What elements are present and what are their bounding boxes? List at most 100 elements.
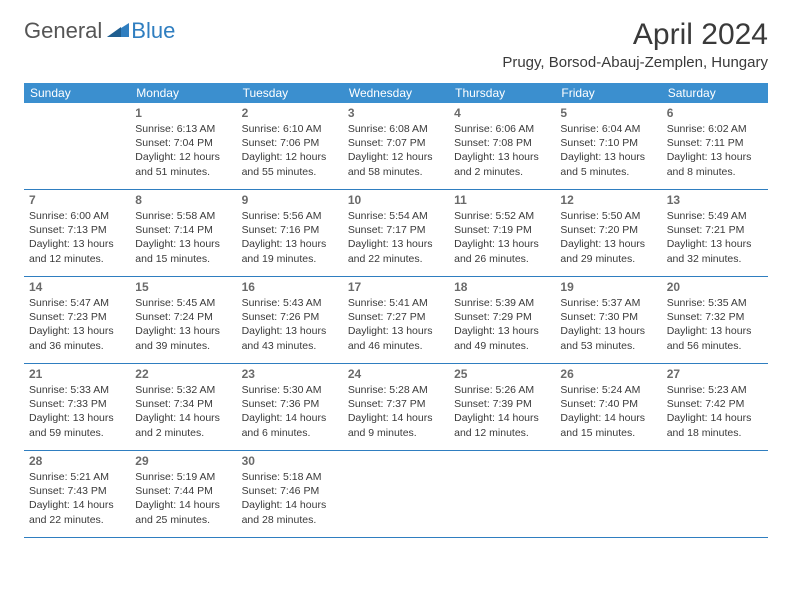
dow-tuesday: Tuesday	[237, 83, 343, 103]
day-info-line: and 25 minutes.	[135, 513, 231, 527]
day-info-line: and 56 minutes.	[667, 339, 763, 353]
day-info-line: and 32 minutes.	[667, 252, 763, 266]
day-info-line: and 8 minutes.	[667, 165, 763, 179]
day-info-line: Daylight: 13 hours	[242, 324, 338, 338]
day-info-line: Sunset: 7:10 PM	[560, 136, 656, 150]
day-cell-28: 28Sunrise: 5:21 AMSunset: 7:43 PMDayligh…	[24, 451, 130, 537]
day-info-line: Sunset: 7:13 PM	[29, 223, 125, 237]
day-info-line: Sunrise: 6:00 AM	[29, 209, 125, 223]
day-number: 4	[454, 106, 550, 120]
day-info-line: Sunrise: 5:32 AM	[135, 383, 231, 397]
day-number: 11	[454, 193, 550, 207]
location-subtitle: Prugy, Borsod-Abauj-Zemplen, Hungary	[502, 54, 768, 71]
day-info-line: Daylight: 13 hours	[560, 150, 656, 164]
day-cell-empty	[343, 451, 449, 537]
day-info-line: and 12 minutes.	[29, 252, 125, 266]
day-number: 23	[242, 367, 338, 381]
day-info-line: and 9 minutes.	[348, 426, 444, 440]
day-info-line: Sunset: 7:11 PM	[667, 136, 763, 150]
day-number: 30	[242, 454, 338, 468]
day-number: 26	[560, 367, 656, 381]
day-info-line: Sunset: 7:42 PM	[667, 397, 763, 411]
day-info-line: Sunset: 7:07 PM	[348, 136, 444, 150]
calendar: SundayMondayTuesdayWednesdayThursdayFrid…	[24, 83, 768, 538]
day-info-line: Sunrise: 6:13 AM	[135, 122, 231, 136]
day-number: 1	[135, 106, 231, 120]
day-info-line: Sunset: 7:21 PM	[667, 223, 763, 237]
day-info-line: Sunset: 7:29 PM	[454, 310, 550, 324]
day-cell-12: 12Sunrise: 5:50 AMSunset: 7:20 PMDayligh…	[555, 190, 661, 276]
day-info-line: Sunrise: 5:26 AM	[454, 383, 550, 397]
day-cell-19: 19Sunrise: 5:37 AMSunset: 7:30 PMDayligh…	[555, 277, 661, 363]
day-info-line: Daylight: 13 hours	[348, 237, 444, 251]
day-info-line: Daylight: 13 hours	[667, 324, 763, 338]
day-number: 3	[348, 106, 444, 120]
day-info-line: and 15 minutes.	[560, 426, 656, 440]
day-cell-empty	[24, 103, 130, 189]
day-info-line: Sunset: 7:44 PM	[135, 484, 231, 498]
day-number: 28	[29, 454, 125, 468]
day-info-line: and 58 minutes.	[348, 165, 444, 179]
day-info-line: Daylight: 13 hours	[135, 237, 231, 251]
day-info-line: Daylight: 12 hours	[135, 150, 231, 164]
day-cell-empty	[449, 451, 555, 537]
day-info-line: Sunset: 7:46 PM	[242, 484, 338, 498]
day-number: 5	[560, 106, 656, 120]
day-number: 13	[667, 193, 763, 207]
day-info-line: Sunset: 7:19 PM	[454, 223, 550, 237]
day-info-line: Sunrise: 5:37 AM	[560, 296, 656, 310]
day-info-line: Daylight: 13 hours	[560, 324, 656, 338]
day-info-line: Sunrise: 6:08 AM	[348, 122, 444, 136]
day-info-line: Sunrise: 6:02 AM	[667, 122, 763, 136]
week-row: 14Sunrise: 5:47 AMSunset: 7:23 PMDayligh…	[24, 277, 768, 364]
day-info-line: Sunrise: 5:21 AM	[29, 470, 125, 484]
day-info-line: Sunrise: 5:54 AM	[348, 209, 444, 223]
day-info-line: and 6 minutes.	[242, 426, 338, 440]
day-info-line: Sunrise: 5:19 AM	[135, 470, 231, 484]
day-info-line: Sunset: 7:37 PM	[348, 397, 444, 411]
day-cell-24: 24Sunrise: 5:28 AMSunset: 7:37 PMDayligh…	[343, 364, 449, 450]
day-number: 24	[348, 367, 444, 381]
day-info-line: and 46 minutes.	[348, 339, 444, 353]
day-info-line: and 15 minutes.	[135, 252, 231, 266]
title-block: April 2024 Prugy, Borsod-Abauj-Zemplen, …	[502, 18, 768, 71]
day-cell-26: 26Sunrise: 5:24 AMSunset: 7:40 PMDayligh…	[555, 364, 661, 450]
day-info-line: Sunset: 7:06 PM	[242, 136, 338, 150]
day-info-line: and 12 minutes.	[454, 426, 550, 440]
day-cell-22: 22Sunrise: 5:32 AMSunset: 7:34 PMDayligh…	[130, 364, 236, 450]
day-info-line: Sunset: 7:33 PM	[29, 397, 125, 411]
day-info-line: and 26 minutes.	[454, 252, 550, 266]
day-number: 20	[667, 280, 763, 294]
day-info-line: Sunset: 7:34 PM	[135, 397, 231, 411]
day-info-line: Sunset: 7:40 PM	[560, 397, 656, 411]
day-info-line: Sunrise: 5:43 AM	[242, 296, 338, 310]
day-info-line: Sunset: 7:20 PM	[560, 223, 656, 237]
day-info-line: Sunrise: 5:28 AM	[348, 383, 444, 397]
day-info-line: Daylight: 13 hours	[29, 411, 125, 425]
day-info-line: Daylight: 14 hours	[454, 411, 550, 425]
day-info-line: Daylight: 14 hours	[560, 411, 656, 425]
month-title: April 2024	[502, 18, 768, 52]
day-info-line: Daylight: 14 hours	[667, 411, 763, 425]
day-cell-3: 3 Sunrise: 6:08 AMSunset: 7:07 PMDaylight…	[343, 103, 449, 189]
day-info-line: Daylight: 12 hours	[348, 150, 444, 164]
day-info-line: Sunset: 7:32 PM	[667, 310, 763, 324]
day-cell-20: 20Sunrise: 5:35 AMSunset: 7:32 PMDayligh…	[662, 277, 768, 363]
day-info-line: Daylight: 13 hours	[348, 324, 444, 338]
day-cell-14: 14Sunrise: 5:47 AMSunset: 7:23 PMDayligh…	[24, 277, 130, 363]
day-info-line: Sunrise: 5:18 AM	[242, 470, 338, 484]
week-row: 1Sunrise: 6:13 AMSunset: 7:04 PMDaylight…	[24, 103, 768, 190]
day-info-line: Daylight: 13 hours	[454, 324, 550, 338]
day-info-line: and 55 minutes.	[242, 165, 338, 179]
day-info-line: Sunrise: 5:47 AM	[29, 296, 125, 310]
day-cell-23: 23Sunrise: 5:30 AMSunset: 7:36 PMDayligh…	[237, 364, 343, 450]
day-info-line: and 2 minutes.	[135, 426, 231, 440]
day-info-line: Sunset: 7:17 PM	[348, 223, 444, 237]
day-cell-empty	[662, 451, 768, 537]
dow-thursday: Thursday	[449, 83, 555, 103]
day-info-line: Sunrise: 6:06 AM	[454, 122, 550, 136]
day-number: 19	[560, 280, 656, 294]
day-cell-2: 2Sunrise: 6:10 AMSunset: 7:06 PMDaylight…	[237, 103, 343, 189]
day-cell-11: 11Sunrise: 5:52 AMSunset: 7:19 PMDayligh…	[449, 190, 555, 276]
day-info-line: Daylight: 13 hours	[242, 237, 338, 251]
